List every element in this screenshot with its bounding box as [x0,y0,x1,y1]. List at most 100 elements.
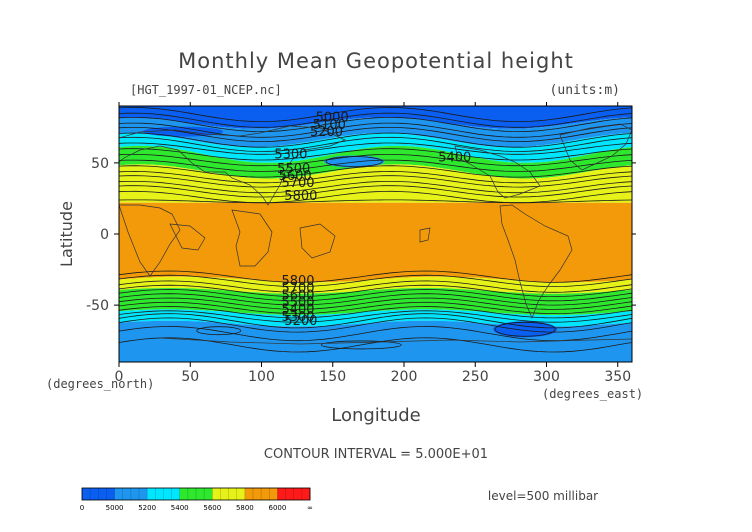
contour-line [119,190,632,204]
color-band [119,202,632,283]
x-tick-label: 50 [181,369,199,385]
contour-line [119,112,632,128]
colorbar-swatch [277,488,311,500]
y-unit-label: (degrees_north) [46,377,154,391]
x-tick-label: 350 [604,369,631,385]
contour-line [119,317,632,333]
contour-line [119,175,632,188]
color-band [119,164,632,192]
contour-line [119,142,632,155]
contour-line [119,136,632,152]
contour-line [119,181,632,194]
x-tick-label: 150 [319,369,346,385]
colorbar-swatch [179,488,213,500]
contour-line [119,325,632,342]
coastline [119,125,346,206]
contour-line [119,297,632,310]
colorbar-swatch [147,488,181,500]
colorbar-tick-label: 5200 [138,504,156,512]
colorbar-tick-label: ∞ [307,504,313,512]
coastline [419,227,431,243]
x-unit-label: (degrees_east) [542,387,643,401]
low-center-blob [324,155,385,168]
contour-label: 5700 [281,281,314,296]
units-note: (units:m) [550,83,620,98]
contour-line [119,310,632,323]
coastline [231,209,273,267]
contour-line [119,185,632,198]
colorbar-swatch [82,488,115,500]
contour-label: 5600 [281,288,314,303]
colorbar-tick-label: 5600 [203,504,221,512]
contour-line [119,293,632,306]
contour-label: 5800 [284,189,317,204]
contour-line [119,280,632,293]
colorbar: 0 5000 5200 5400 5600 5800 6000 ∞ [80,487,313,512]
contour-line [119,132,632,148]
y-tick-label: -50 [86,298,109,314]
x-tick-label: 300 [533,369,560,385]
contour-label: 5400 [281,303,314,318]
level-text: level=500 millibar [488,489,598,503]
dataset-filename: [HGT_1997-01_NCEP.nc] [130,83,282,97]
contour-line [119,270,632,283]
low-center-blob [493,321,558,338]
contour-interval-text: CONTOUR INTERVAL = 5.000E+01 [264,447,488,462]
contour-line [119,306,632,319]
colorbar-swatch [114,488,148,500]
contour-label: 5300 [274,148,307,163]
contour-label: 5100 [313,118,346,133]
contour-line [119,170,632,184]
closed-contour [320,340,402,350]
contour-label: 5400 [438,150,471,165]
contour-line [119,117,632,133]
colorbar-swatch [212,488,246,500]
contour-label: 5500 [277,162,310,177]
contour-line [119,106,632,122]
color-band [119,182,632,203]
contour-line [119,154,632,167]
x-tick-label: 250 [462,369,489,385]
y-axis-title: Latitude [57,201,76,267]
color-band [119,276,632,294]
x-axis-title: Longitude [331,405,421,426]
chart-title: Monthly Mean Geopotential height [178,49,574,73]
contour-line [119,274,632,288]
colorbar-frame [81,487,311,501]
closed-contour [325,156,383,167]
coastline [119,204,181,277]
contour-label: 5500 [281,296,314,311]
coastline [299,223,336,259]
x-tick-label: 100 [248,369,275,385]
colorbar-tick-label: 0 [80,504,84,512]
coastline [454,145,541,199]
closed-contour [494,321,556,337]
contour-label: 5300 [281,310,314,325]
colorbar-tick-label: 5800 [236,504,254,512]
colorbar-tick-label: 5000 [106,504,124,512]
coastline [169,223,206,251]
contour-line [119,127,632,142]
contour-label: 5200 [310,125,343,140]
contour-label: 5800 [281,274,314,289]
contour-line [119,313,632,329]
color-band [119,133,632,163]
contour-line [119,148,632,161]
color-band [119,117,632,148]
colorbar-tick-label: 6000 [269,504,287,512]
closed-contour [196,326,242,336]
coastline [559,123,632,171]
contour-line [119,159,632,172]
contour-line [119,165,632,178]
contour-line [119,199,632,204]
coastline [159,337,632,345]
contour-line [119,301,632,314]
colorbar-tick-label: 5400 [171,504,189,512]
colorbar-swatch [244,488,278,500]
x-tick-label: 200 [391,369,418,385]
y-tick-label: 50 [91,156,109,172]
contour-label: 5000 [316,111,349,126]
contour-line [119,284,632,298]
